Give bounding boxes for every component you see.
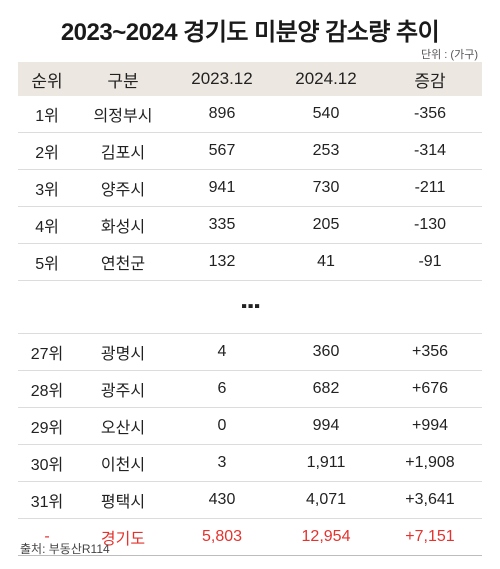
change-cell: +7,151 bbox=[378, 518, 482, 556]
value-2024-cell: 682 bbox=[274, 370, 378, 408]
value-2023-cell: 896 bbox=[170, 96, 274, 133]
rank-cell: 1위 bbox=[18, 96, 76, 133]
change-cell: -314 bbox=[378, 132, 482, 170]
rank-cell: 2위 bbox=[18, 132, 76, 170]
table-row: 27위 광명시 4 360 +356 bbox=[18, 333, 482, 371]
value-2023-cell: 4 bbox=[170, 333, 274, 371]
source-note: 출처: 부동산R114 bbox=[20, 542, 110, 556]
change-cell: -356 bbox=[378, 96, 482, 133]
table-row: 3위 양주시 941 730 -211 bbox=[18, 169, 482, 207]
change-cell: +356 bbox=[378, 333, 482, 371]
value-2023-cell: 430 bbox=[170, 481, 274, 519]
value-2024-cell: 41 bbox=[274, 243, 378, 281]
change-cell: -211 bbox=[378, 169, 482, 207]
rank-cell: 28위 bbox=[18, 370, 76, 408]
value-2024-cell: 994 bbox=[274, 407, 378, 445]
vertical-ellipsis-icon: ⋮ bbox=[238, 294, 263, 315]
change-cell: -91 bbox=[378, 243, 482, 281]
rank-cell: - bbox=[18, 518, 76, 556]
change-cell: +676 bbox=[378, 370, 482, 408]
header-change: 증감 bbox=[378, 62, 482, 96]
rank-cell: 27위 bbox=[18, 333, 76, 371]
value-2023-cell: 335 bbox=[170, 206, 274, 244]
change-cell: -130 bbox=[378, 206, 482, 244]
ellipsis-row: ⋮ bbox=[18, 280, 482, 334]
data-table: 순위 구분 2023.12 2024.12 증감 1위 의정부시 896 540 -35… bbox=[18, 62, 482, 556]
value-2023-cell: 941 bbox=[170, 169, 274, 207]
table-row: 5위 연천군 132 41 -91 bbox=[18, 243, 482, 281]
header-2024: 2024.12 bbox=[274, 62, 378, 96]
total-row: - 경기도 5,803 12,954 +7,151 bbox=[18, 518, 482, 556]
value-2023-cell: 567 bbox=[170, 132, 274, 170]
value-2024-cell: 205 bbox=[274, 206, 378, 244]
region-cell: 광명시 bbox=[76, 333, 170, 371]
chart-title: 2023~2024 경기도 미분양 감소량 추이 bbox=[60, 19, 440, 46]
change-cell: +994 bbox=[378, 407, 482, 445]
value-2023-cell: 132 bbox=[170, 243, 274, 281]
region-cell: 평택시 bbox=[76, 481, 170, 519]
rank-cell: 5위 bbox=[18, 243, 76, 281]
value-2023-cell: 3 bbox=[170, 444, 274, 482]
table-row: 1위 의정부시 896 540 -356 bbox=[18, 96, 482, 133]
region-cell: 의정부시 bbox=[76, 96, 170, 133]
region-cell: 광주시 bbox=[76, 370, 170, 408]
table-row: 31위 평택시 430 4,071 +3,641 bbox=[18, 481, 482, 519]
header-rank: 순위 bbox=[18, 62, 76, 96]
value-2023-cell: 5,803 bbox=[170, 518, 274, 556]
table-row: 4위 화성시 335 205 -130 bbox=[18, 206, 482, 244]
rank-cell: 29위 bbox=[18, 407, 76, 445]
region-cell: 양주시 bbox=[76, 169, 170, 207]
value-2024-cell: 1,911 bbox=[274, 444, 378, 482]
value-2024-cell: 360 bbox=[274, 333, 378, 371]
header-2023: 2023.12 bbox=[170, 62, 274, 96]
table-row: 29위 오산시 0 994 +994 bbox=[18, 407, 482, 445]
rank-cell: 30위 bbox=[18, 444, 76, 482]
value-2024-cell: 4,071 bbox=[274, 481, 378, 519]
value-2024-cell: 540 bbox=[274, 96, 378, 133]
rank-cell: 31위 bbox=[18, 481, 76, 519]
rank-cell: 3위 bbox=[18, 169, 76, 207]
region-cell: 연천군 bbox=[76, 243, 170, 281]
region-cell: 오산시 bbox=[76, 407, 170, 445]
ellipsis-cell: ⋮ bbox=[18, 280, 482, 334]
value-2024-cell: 12,954 bbox=[274, 518, 378, 556]
value-2023-cell: 0 bbox=[170, 407, 274, 445]
region-cell: 경기도 bbox=[76, 518, 170, 556]
table-row: 30위 이천시 3 1,911 +1,908 bbox=[18, 444, 482, 482]
value-2024-cell: 253 bbox=[274, 132, 378, 170]
table-header-row: 순위 구분 2023.12 2024.12 증감 bbox=[18, 62, 482, 96]
change-cell: +1,908 bbox=[378, 444, 482, 482]
rank-cell: 4위 bbox=[18, 206, 76, 244]
table-row: 2위 김포시 567 253 -314 bbox=[18, 132, 482, 170]
unit-label: 단위 : (가구) bbox=[421, 49, 478, 61]
table-row: 28위 광주시 6 682 +676 bbox=[18, 370, 482, 408]
change-cell: +3,641 bbox=[378, 481, 482, 519]
region-cell: 김포시 bbox=[76, 132, 170, 170]
value-2024-cell: 730 bbox=[274, 169, 378, 207]
value-2023-cell: 6 bbox=[170, 370, 274, 408]
region-cell: 화성시 bbox=[76, 206, 170, 244]
header-region: 구분 bbox=[76, 62, 170, 96]
region-cell: 이천시 bbox=[76, 444, 170, 482]
